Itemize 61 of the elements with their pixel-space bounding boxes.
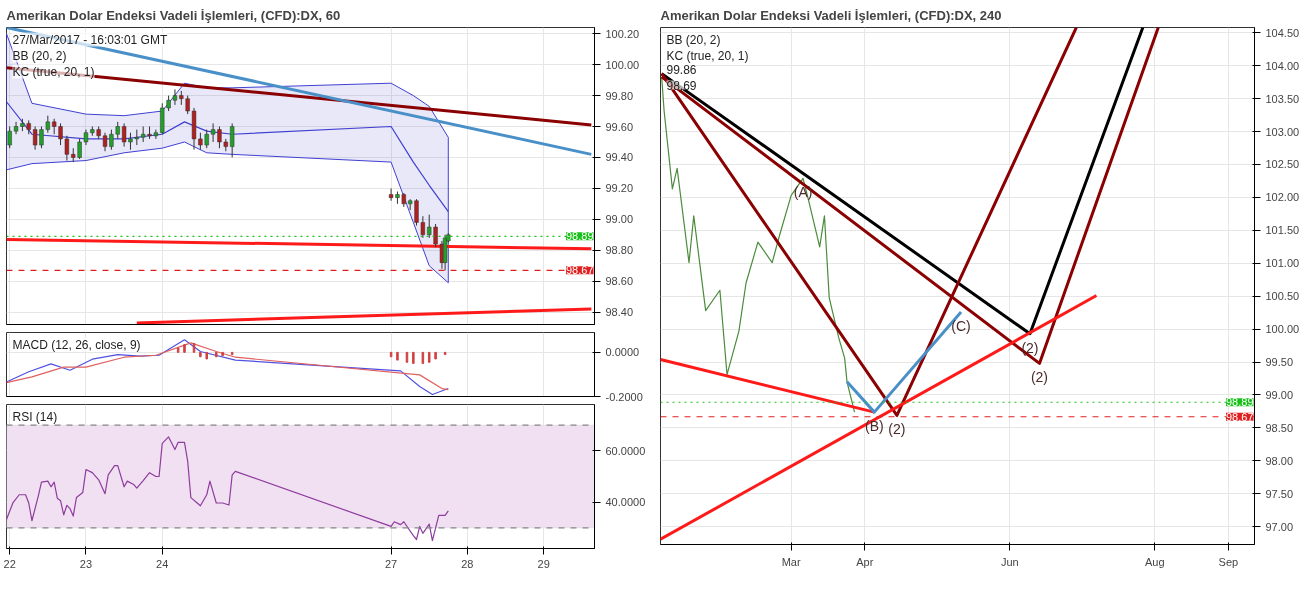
annotation: (B) [865,418,884,435]
x-tick-label: 23 [79,557,93,570]
y-tick-label: 101.50 [1265,224,1300,237]
annotation: BB (20, 2) [12,48,67,63]
y-tick-label: 98.50 [1265,421,1294,434]
y-tick-label: 103.00 [1265,125,1300,138]
y-tick-label: 99.60 [605,120,634,133]
annotation: (2) [1030,369,1049,386]
chart-title: Amerikan Dolar Endeksi Vadeli İşlemleri, (CFD):DX, 60 [6,7,341,23]
y-tick-label: 102.00 [1265,191,1300,204]
y-tick-label: 0.0000 [605,346,640,359]
annotation: KC (true, 20, 1) [666,48,749,63]
y-tick-label: 60.0000 [605,444,646,457]
y-tick-label: 40.0000 [605,496,646,509]
y-tick-label: 98.60 [605,275,634,288]
x-tick-label: 28 [461,557,474,570]
ref-line-label: 98.67 [565,264,594,277]
y-tick-label: 98.40 [605,306,634,319]
annotation: BB (20, 2) [666,32,721,47]
x-tick-label: Jun [1000,555,1019,568]
y-tick-label: 99.50 [1265,356,1294,369]
y-tick-label: 104.50 [1265,26,1300,39]
annotation: 98.69 [666,78,697,93]
x-tick-label: Mar [781,555,801,568]
annotation: RSI (14) [12,409,58,424]
x-tick-label: 24 [156,557,169,570]
y-tick-label: 99.80 [605,89,634,102]
y-tick-label: 99.40 [605,151,634,164]
y-tick-label: 99.00 [1265,389,1294,401]
y-tick-label: 98.00 [1265,454,1294,467]
y-tick-label: 100.00 [1265,323,1300,336]
x-tick-label: Apr [856,555,874,568]
x-tick-label: 29 [537,557,550,570]
ref-line-label: 98.89 [1225,396,1254,409]
annotation: KC (true, 20, 1) [12,64,95,79]
y-tick-label: 97.50 [1265,487,1294,500]
x-tick-label: Aug [1144,555,1165,568]
y-tick-label: 100.00 [605,58,640,71]
annotation: (C) [951,318,971,335]
ref-line-label: 98.89 [565,230,594,243]
x-tick-label: 22 [3,557,16,570]
y-tick-label: 102.50 [1265,158,1300,171]
y-tick-label: -0.2000 [605,390,643,403]
y-tick-label: 104.00 [1265,59,1300,72]
y-tick-label: 99.00 [605,213,634,226]
y-tick-label: 98.80 [605,244,634,257]
x-tick-label: Sep [1218,555,1239,568]
y-tick-label: 99.20 [605,182,634,195]
y-tick-label: 97.00 [1265,520,1294,533]
annotation: (2) [1021,339,1039,356]
x-tick-label: 27 [384,557,398,570]
chart-title: Amerikan Dolar Endeksi Vadeli İşlemleri, (CFD):DX, 240 [660,7,1002,23]
annotation: (2) [888,421,906,438]
annotation: 27/Mar/2017 - 16:03:01 GMT [12,32,168,47]
y-tick-label: 101.00 [1265,257,1300,270]
ref-line-label: 98.67 [1225,410,1254,423]
y-tick-label: 100.50 [1265,290,1300,303]
y-tick-label: 103.50 [1265,92,1300,105]
annotation: 99.86 [666,62,697,77]
annotation: MACD (12, 26, close, 9) [12,337,141,352]
y-tick-label: 100.20 [605,27,640,40]
